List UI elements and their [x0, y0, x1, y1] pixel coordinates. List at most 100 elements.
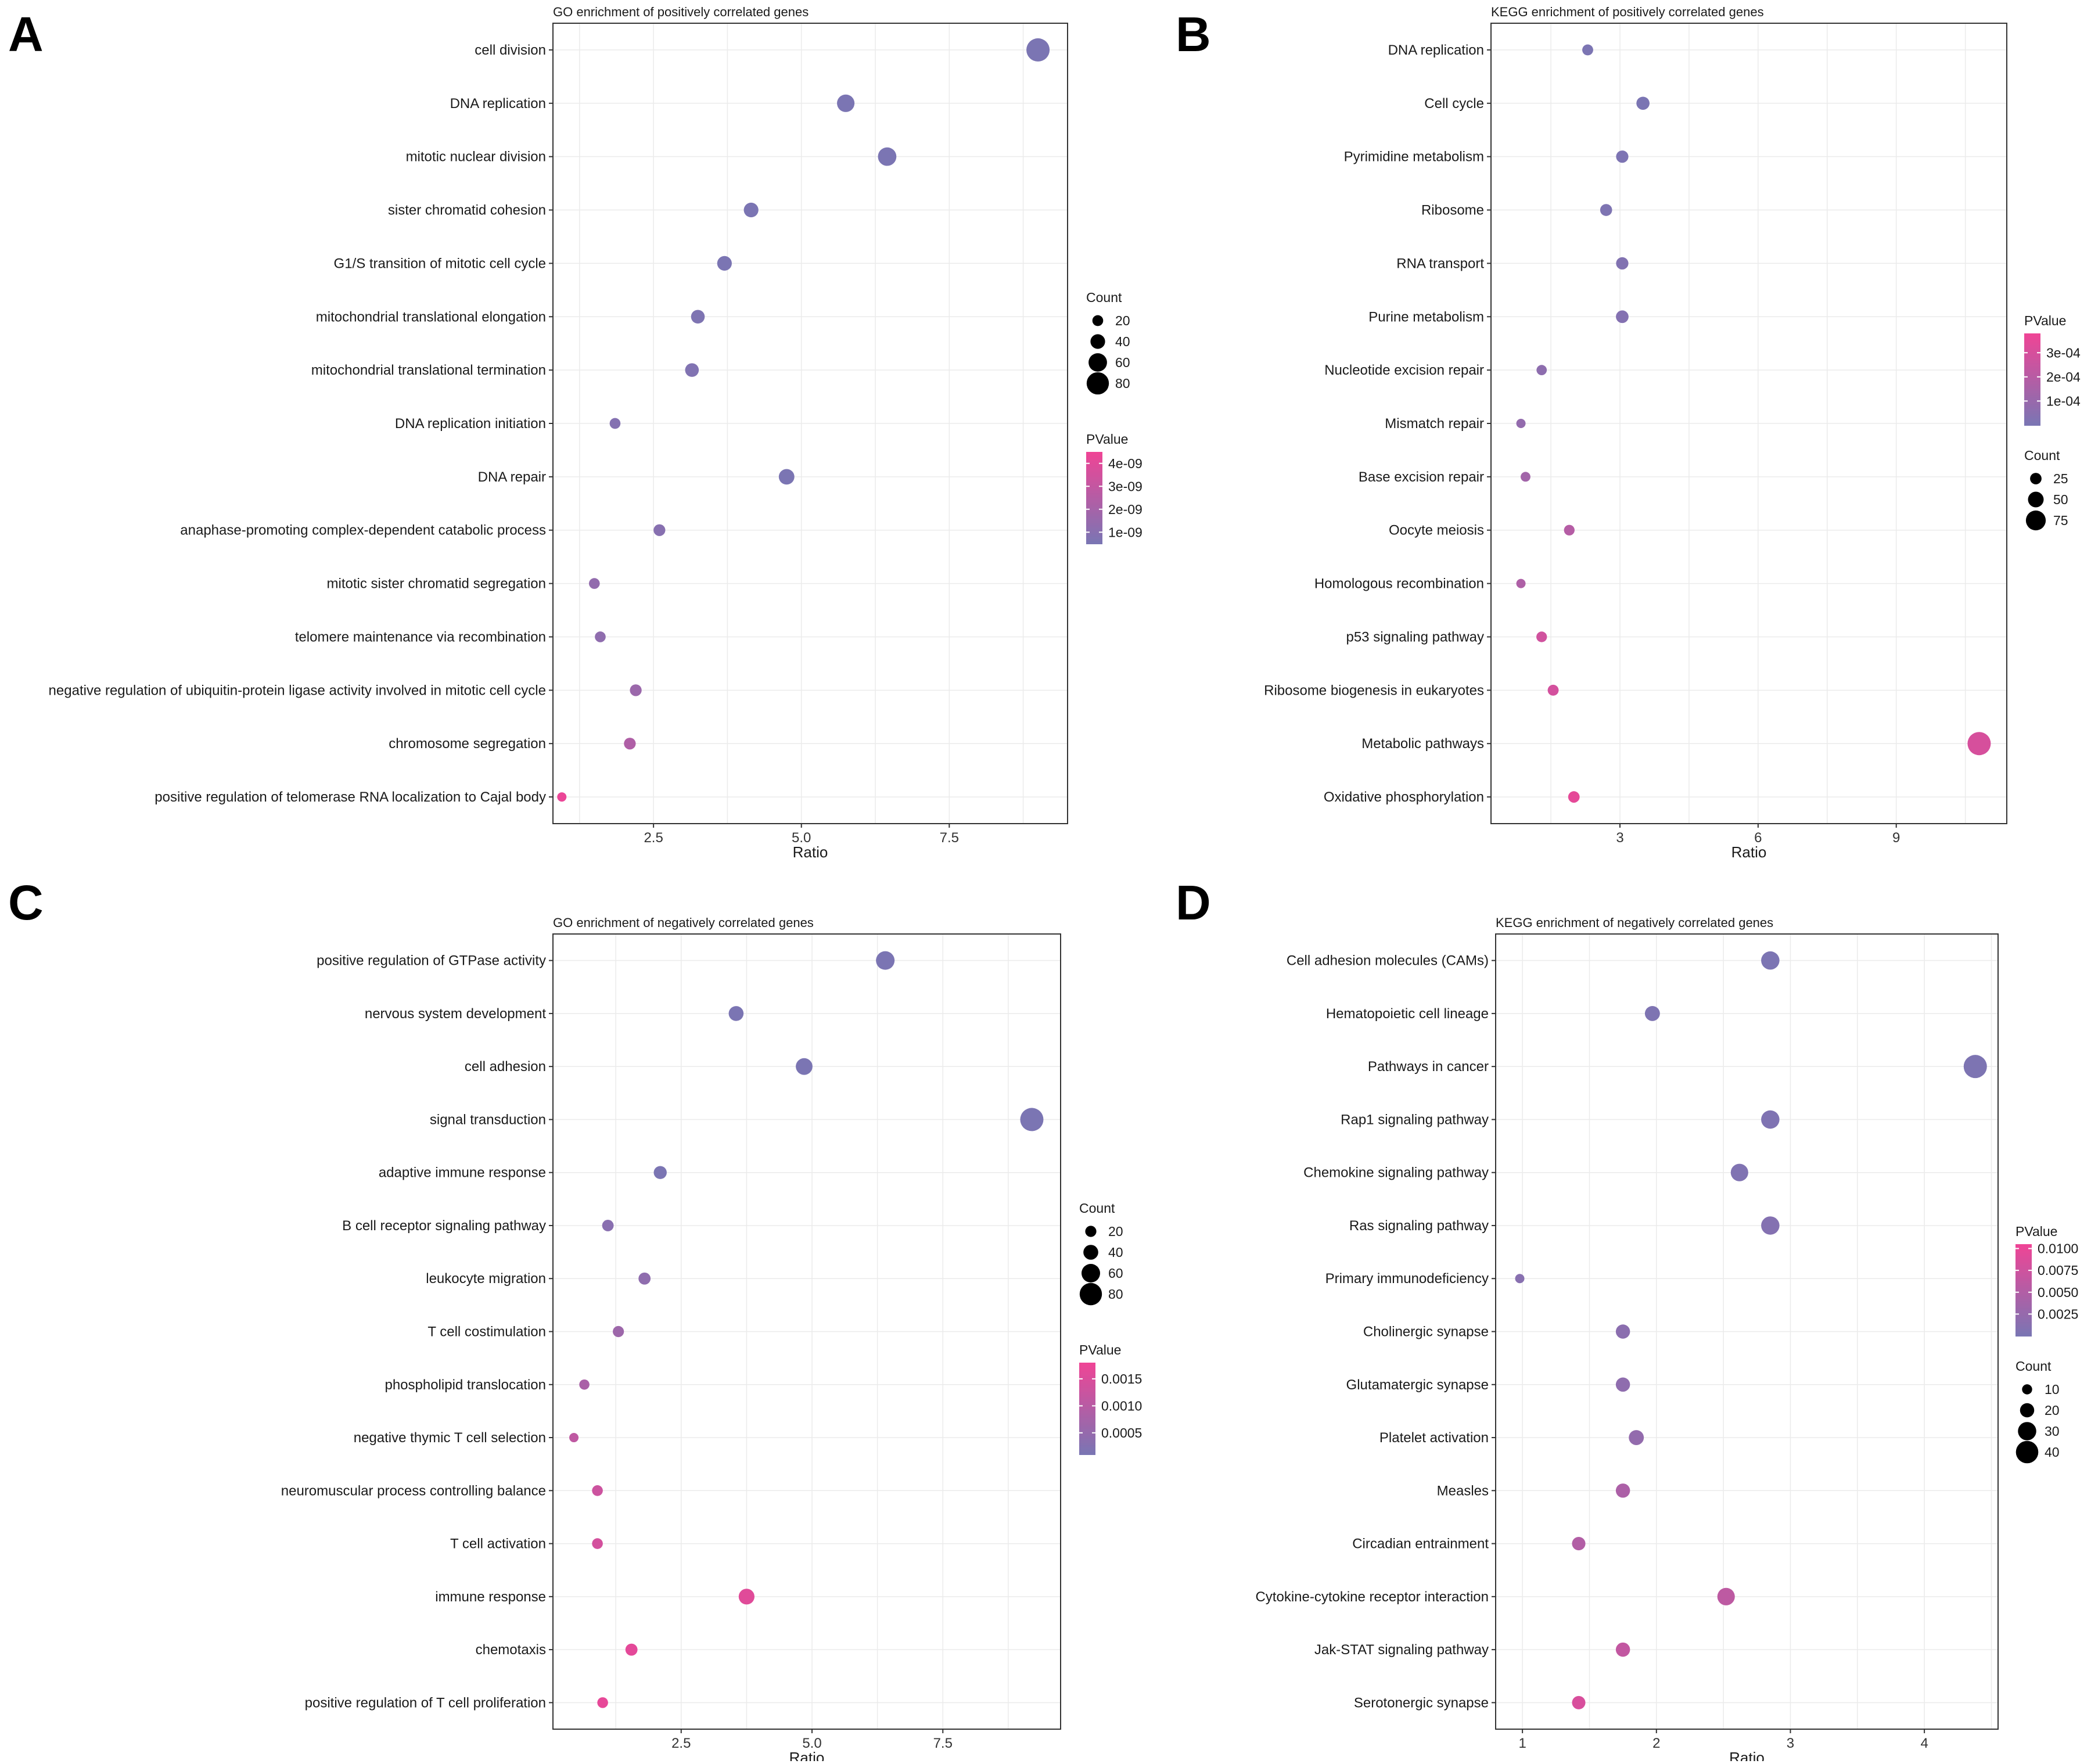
x-axis-label: Ratio — [793, 843, 828, 861]
pvalue-colorbar-segment — [2024, 381, 2040, 385]
pvalue-colorbar-segment — [2024, 333, 2040, 336]
pvalue-colorbar-segment — [1086, 532, 1102, 536]
category-label: Circadian entrainment — [1352, 1536, 1489, 1552]
data-point — [1026, 38, 1050, 62]
category-label: Base excision repair — [1359, 469, 1484, 485]
pvalue-colorbar-segment — [2015, 1317, 2032, 1321]
category-label: mitotic sister chromatid segregation — [327, 576, 546, 592]
pvalue-colorbar-segment — [2015, 1267, 2032, 1270]
pvalue-colorbar-segment — [1086, 470, 1102, 473]
data-point — [1967, 732, 1991, 756]
pvalue-colorbar-segment — [2024, 379, 2040, 382]
category-label: Pathways in cancer — [1368, 1059, 1489, 1075]
pvalue-colorbar-segment — [1079, 1374, 1095, 1377]
pvalue-colorbar-segment — [2015, 1264, 2032, 1268]
panel-letter: A — [8, 7, 44, 62]
pvalue-legend-label: 1e-04 — [2046, 393, 2081, 408]
category-label: positive regulation of GTPase activity — [317, 953, 546, 969]
pvalue-colorbar-segment — [2015, 1324, 2032, 1328]
pvalue-colorbar-segment — [2024, 370, 2040, 373]
pvalue-colorbar-segment — [1086, 479, 1102, 483]
chart-title: KEGG enrichment of negatively correlated… — [1496, 915, 1773, 930]
pvalue-colorbar-segment — [1079, 1445, 1095, 1449]
pvalue-legend: PValue 3e-04 2e-04 1e-04 — [2024, 313, 2081, 426]
pvalue-colorbar-segment — [2024, 407, 2040, 410]
category-label: Pyrimidine metabolism — [1344, 149, 1484, 165]
category-label: Chemokine signaling pathway — [1303, 1165, 1489, 1181]
pvalue-colorbar-segment — [1079, 1440, 1095, 1444]
data-points — [1515, 951, 1987, 1709]
pvalue-legend-label: 1e-09 — [1108, 524, 1142, 540]
data-point — [595, 631, 606, 642]
count-legend-dot — [2028, 491, 2044, 508]
pvalue-colorbar-segment — [2024, 349, 2040, 353]
category-label: mitochondrial translational elongation — [316, 309, 546, 325]
pvalue-colorbar-segment — [1079, 1447, 1095, 1451]
count-legend-label: 20 — [1115, 313, 1130, 328]
pvalue-colorbar-segment — [1086, 541, 1102, 544]
count-legend: Count 10 20 30 40 — [2015, 1359, 2060, 1464]
pvalue-colorbar-segment — [2024, 400, 2040, 403]
data-point — [1568, 791, 1580, 803]
data-point — [630, 684, 642, 696]
pvalue-colorbar-segment — [2015, 1246, 2032, 1249]
count-legend-label: 10 — [2045, 1382, 2060, 1397]
data-point — [592, 1538, 603, 1549]
x-tick-label: 1 — [1518, 1736, 1526, 1751]
pvalue-colorbar-segment — [2015, 1294, 2032, 1298]
pvalue-legend-label: 2e-09 — [1108, 502, 1142, 517]
pvalue-colorbar-segment — [1086, 500, 1102, 503]
count-legend-dot — [1083, 1245, 1098, 1260]
category-label: DNA replication — [450, 96, 546, 112]
pvalue-colorbar-segment — [1086, 525, 1102, 529]
category-label: DNA replication initiation — [395, 416, 546, 432]
pvalue-colorbar-segment — [1086, 465, 1102, 469]
pvalue-colorbar-segment — [2024, 388, 2040, 391]
data-point — [1615, 1324, 1630, 1339]
x-tick-label: 9 — [1892, 830, 1900, 846]
pvalue-colorbar-segment — [1086, 484, 1102, 487]
pvalue-colorbar-segment — [2024, 347, 2040, 350]
data-point — [1616, 150, 1629, 163]
category-label: Ribosome biogenesis in eukaryotes — [1264, 682, 1484, 698]
pvalue-colorbar-segment — [1086, 458, 1102, 462]
pvalue-colorbar-segment — [2024, 395, 2040, 398]
category-label: Oxidative phosphorylation — [1324, 789, 1484, 805]
data-point — [1515, 1274, 1525, 1284]
x-tick-label: 2.5 — [644, 830, 663, 846]
pvalue-legend-label: 0.0015 — [1101, 1371, 1142, 1386]
data-point — [743, 202, 759, 218]
pvalue-colorbar-segment — [2024, 372, 2040, 376]
pvalue-colorbar-segment — [2024, 344, 2040, 348]
category-label: negative thymic T cell selection — [354, 1430, 546, 1446]
count-legend-dot — [2022, 1384, 2032, 1395]
pvalue-colorbar-segment — [2024, 383, 2040, 387]
category-label: Ribosome — [1421, 203, 1484, 218]
x-tick-label: 5.0 — [802, 1736, 821, 1751]
category-label: Cytokine-cytokine receptor interaction — [1255, 1589, 1489, 1605]
pvalue-colorbar-segment — [2024, 393, 2040, 396]
pvalue-colorbar-segment — [2015, 1310, 2032, 1314]
pvalue-legend-label: 3e-09 — [1108, 479, 1142, 494]
pvalue-colorbar-segment — [1079, 1424, 1095, 1428]
category-label: DNA repair — [478, 469, 546, 485]
pvalue-colorbar-segment — [1086, 493, 1102, 497]
data-point — [1636, 96, 1650, 110]
data-point — [876, 951, 895, 970]
pvalue-colorbar-segment — [2015, 1315, 2032, 1318]
pvalue-colorbar-segment — [1079, 1402, 1095, 1405]
category-label: chemotaxis — [476, 1642, 546, 1658]
pvalue-colorbar-segment — [2024, 409, 2040, 412]
category-label: Cell adhesion molecules (CAMs) — [1287, 953, 1489, 969]
pvalue-colorbar-segment — [2015, 1278, 2032, 1282]
data-point — [638, 1272, 651, 1285]
category-label: Mismatch repair — [1385, 416, 1484, 432]
category-label: Rap1 signaling pathway — [1341, 1112, 1489, 1127]
count-legend-dot — [1085, 1226, 1097, 1237]
pvalue-colorbar-segment — [1086, 486, 1102, 490]
pvalue-colorbar-segment — [1086, 534, 1102, 538]
pvalue-colorbar-segment — [1086, 452, 1102, 455]
pvalue-colorbar-segment — [2015, 1334, 2032, 1337]
pvalue-colorbar-segment — [1079, 1427, 1095, 1430]
category-label: Measles — [1437, 1483, 1489, 1499]
